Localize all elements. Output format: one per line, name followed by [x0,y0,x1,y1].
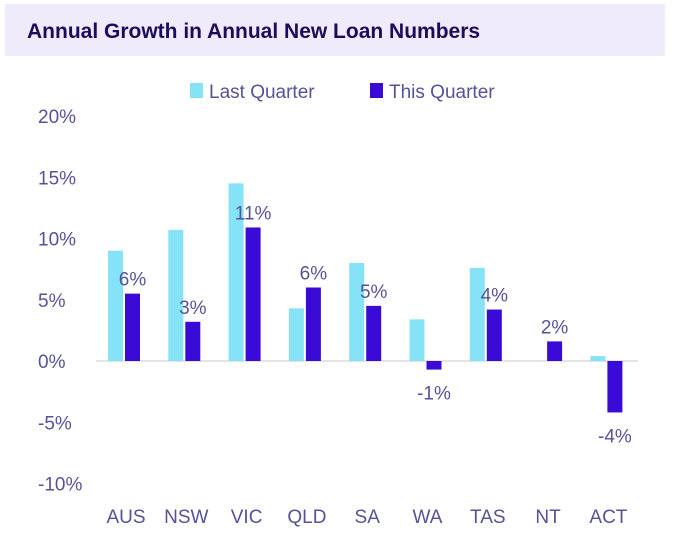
bar-last-quarter [228,183,244,361]
x-tick-label: WA [413,507,443,528]
data-label: 4% [481,286,509,307]
bar-this-quarter [547,341,563,361]
bar-last-quarter [590,356,606,361]
x-tick-label: ACT [589,507,627,528]
x-tick-label: AUS [106,507,145,528]
data-label: 2% [541,317,569,338]
data-label: 6% [119,270,147,291]
bar-last-quarter [108,250,123,361]
bar-this-quarter [607,361,623,413]
x-tick-label: NSW [164,507,208,528]
bar-this-quarter [125,293,140,361]
data-label: 6% [300,264,328,285]
x-tick-label: NT [535,507,561,528]
data-label: -1% [417,384,451,405]
x-tick-label: QLD [287,507,326,528]
data-label: 5% [360,282,388,303]
bar-last-quarter [349,263,365,361]
title-banner: Annual Growth in Annual New Loan Numbers [5,4,665,56]
bar-this-quarter [245,227,261,361]
legend-swatch [370,83,383,98]
bar-this-quarter [426,361,442,370]
data-label: 11% [235,203,272,224]
bar-last-quarter [469,267,485,361]
y-tick-label: 10% [38,230,76,251]
data-label: 3% [179,298,207,319]
y-tick-label: 0% [38,352,66,373]
legend-label: Last Quarter [209,82,315,103]
x-tick-label: VIC [231,507,263,528]
bar-this-quarter [185,321,201,361]
y-tick-label: 20% [38,107,76,128]
y-tick-label: 5% [38,291,66,312]
x-tick-label: TAS [470,507,506,528]
bar-this-quarter [305,287,321,361]
bar-this-quarter [486,309,502,361]
bar-last-quarter [168,229,184,361]
legend-label: This Quarter [389,82,495,103]
y-tick-label: -10% [38,475,82,496]
bar-this-quarter [366,305,382,361]
legend-swatch [190,83,203,98]
chart-title: Annual Growth in Annual New Loan Numbers [27,20,481,43]
y-tick-label: -5% [38,413,72,434]
bar-last-quarter [409,319,425,361]
x-tick-label: SA [355,507,381,528]
y-tick-label: 15% [38,168,76,189]
bar-last-quarter [288,308,304,361]
data-label: -4% [598,426,632,447]
